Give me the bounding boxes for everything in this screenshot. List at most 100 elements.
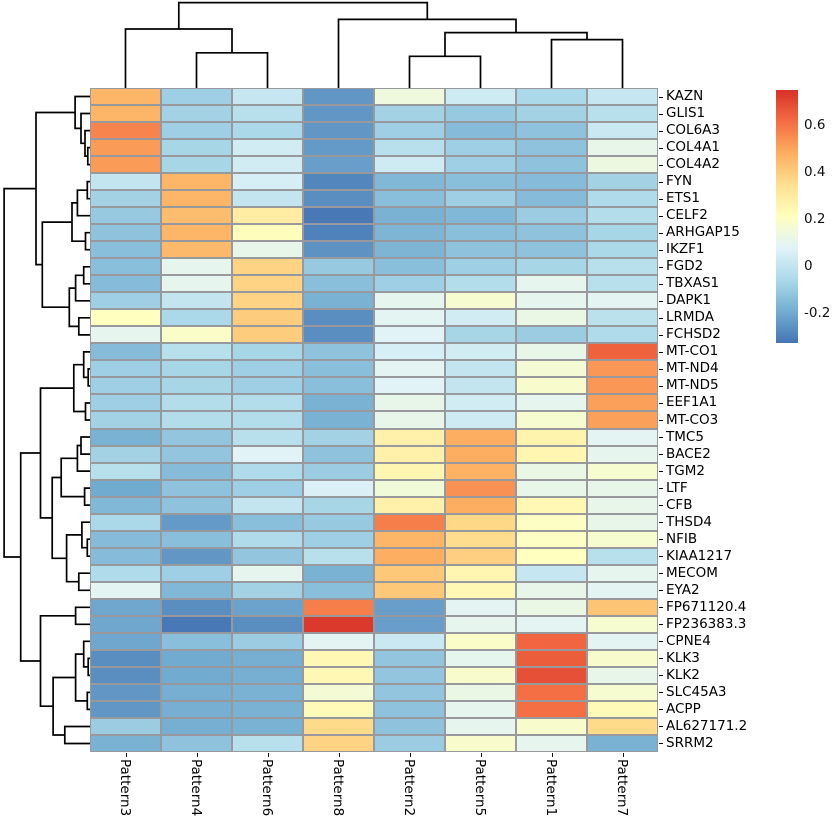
heatmap-cell [445, 122, 516, 140]
heatmap-cell [90, 258, 161, 276]
heatmap-cell [587, 258, 658, 276]
heatmap-cell [445, 241, 516, 259]
heatmap-cell [516, 411, 587, 429]
y-tick-mark [659, 692, 663, 694]
y-tick-mark [659, 300, 663, 302]
heatmap-cell [374, 445, 445, 463]
y-tick-mark [659, 471, 663, 473]
heatmap-cell [516, 547, 587, 565]
y-tick-mark [659, 334, 663, 336]
heatmap-cell [587, 564, 658, 582]
heatmap-cell [303, 734, 374, 752]
row-label: FYN [666, 173, 693, 190]
heatmap-cell [303, 581, 374, 599]
heatmap-cell [232, 105, 303, 123]
heatmap-cell [374, 479, 445, 497]
heatmap-cell [232, 343, 303, 361]
heatmap-cell [587, 394, 658, 412]
heatmap-cell [587, 700, 658, 718]
row-label: THSD4 [666, 513, 712, 530]
row-label: FP671120.4 [666, 598, 747, 615]
heatmap-cell [90, 411, 161, 429]
heatmap-cell [90, 581, 161, 599]
heatmap-cell [374, 275, 445, 293]
heatmap-cell [445, 394, 516, 412]
heatmap-cell [232, 598, 303, 616]
column-label: Pattern2 [400, 759, 417, 817]
heatmap-cell [374, 105, 445, 123]
heatmap-cell [516, 513, 587, 531]
colorbar-tick-labels: 0.6 0.4 0.2 0 -0.2 [804, 90, 840, 343]
heatmap-cell [516, 156, 587, 174]
x-tick-mark [622, 753, 624, 757]
heatmap-cell [232, 530, 303, 548]
heatmap-cell [303, 479, 374, 497]
y-tick-mark [659, 437, 663, 439]
y-tick-mark [659, 420, 663, 421]
row-label: KIAA1217 [666, 547, 733, 564]
heatmap-cell [587, 88, 658, 106]
y-tick-mark [659, 198, 663, 200]
heatmap-cell [516, 700, 587, 718]
heatmap-cell [516, 258, 587, 276]
y-tick-mark [659, 675, 663, 677]
heatmap-cell [232, 683, 303, 701]
heatmap-cell [374, 190, 445, 208]
heatmap-cell [516, 564, 587, 582]
heatmap-cell [303, 241, 374, 259]
heatmap-cell [232, 547, 303, 565]
heatmap-cell [161, 292, 232, 310]
heatmap-cell [161, 547, 232, 565]
heatmap-cell [587, 122, 658, 140]
y-tick-mark [659, 505, 663, 507]
heatmap-cell [90, 513, 161, 531]
heatmap-cell [232, 632, 303, 650]
heatmap-cell [161, 632, 232, 650]
heatmap-cell [303, 224, 374, 242]
heatmap-cell [161, 734, 232, 752]
heatmap-cell [232, 479, 303, 497]
heatmap-cell [303, 717, 374, 735]
row-label: MECOM [666, 564, 718, 581]
y-tick-mark [659, 215, 663, 217]
heatmap-cell [445, 428, 516, 446]
colorbar-tick-label: 0.2 [804, 210, 826, 227]
y-tick-mark [659, 232, 663, 234]
y-tick-mark [659, 488, 663, 490]
x-tick-mark [338, 753, 340, 757]
heatmap-cell [303, 666, 374, 684]
row-label: FGD2 [666, 258, 704, 275]
heatmap-cell [90, 377, 161, 395]
heatmap-cell [90, 496, 161, 514]
row-label: LRMDA [666, 309, 714, 326]
heatmap-cell [232, 513, 303, 531]
heatmap-cell [587, 530, 658, 548]
heatmap-cell [516, 598, 587, 616]
y-tick-mark [659, 709, 663, 711]
heatmap-cell [587, 717, 658, 735]
heatmap-cell [374, 360, 445, 378]
heatmap-cell [516, 615, 587, 633]
heatmap-cell [161, 88, 232, 106]
heatmap-cell [445, 309, 516, 327]
y-tick-mark [659, 96, 663, 98]
heatmap-cell [516, 632, 587, 650]
heatmap-cell [90, 564, 161, 582]
heatmap-cell [232, 734, 303, 752]
row-label: GLIS1 [666, 105, 706, 122]
heatmap-cell [90, 734, 161, 752]
heatmap-cell [374, 734, 445, 752]
heatmap-cell [587, 734, 658, 752]
x-tick-mark [480, 753, 482, 757]
heatmap-cell [374, 309, 445, 327]
heatmap-cell [161, 666, 232, 684]
heatmap-cell [587, 190, 658, 208]
heatmap-cell [303, 156, 374, 174]
heatmap-cell [303, 326, 374, 344]
heatmap-cell [90, 445, 161, 463]
heatmap-cell [445, 411, 516, 429]
heatmap-cell [232, 564, 303, 582]
heatmap-cell [374, 207, 445, 225]
heatmap-cell [445, 190, 516, 208]
row-label: MT-ND5 [666, 377, 719, 394]
